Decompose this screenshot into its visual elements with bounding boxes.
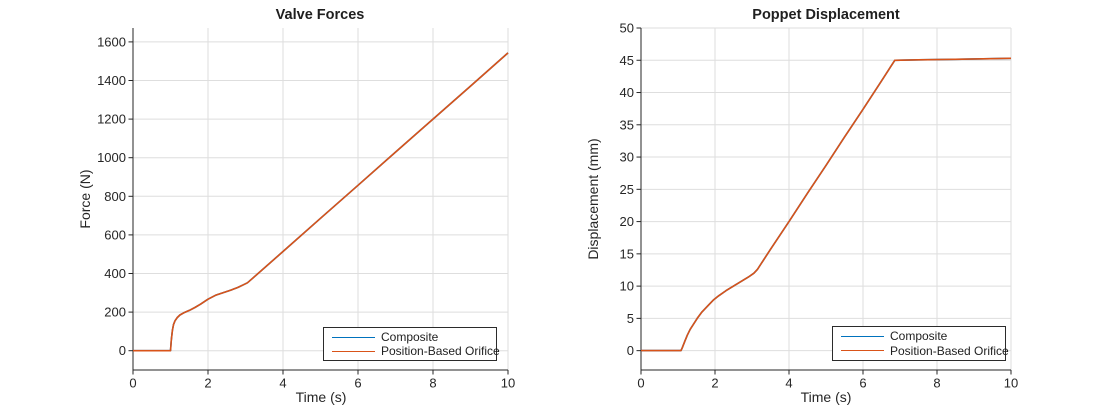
legend-left: Composite Position-Based Orifice: [323, 327, 500, 361]
y-tick-label: 1400: [97, 73, 126, 88]
chart-title-valve-forces: Valve Forces: [275, 7, 365, 23]
legend-label: Composite: [381, 330, 439, 344]
y-tick-label: 10: [620, 279, 634, 294]
poppet-displacement-plot-area: 0 2 4 6 8 10 0 5 10 15 20 25 30 35 40 45 50: [620, 21, 1019, 391]
series-line-position-based-orifice: [641, 57, 1012, 352]
y-tick-label: 25: [620, 182, 634, 197]
y-tick-label: 400: [104, 266, 126, 281]
x-axis-label-right: Time (s): [800, 389, 852, 405]
x-tick-label: 2: [204, 376, 211, 391]
x-tick-label: 6: [354, 376, 361, 391]
x-tick-label: 4: [785, 376, 792, 391]
y-tick-label: 0: [627, 343, 634, 358]
legend-label: Position-Based Orifice: [890, 343, 1009, 358]
y-tick-label: 200: [104, 305, 126, 320]
y-tick-label: 5: [627, 311, 634, 326]
legend-item-composite: Composite: [841, 329, 999, 344]
y-tick-label: 20: [620, 214, 634, 229]
y-tick-label: 600: [104, 227, 126, 242]
y-tick-label: 30: [620, 150, 634, 165]
series-line-position-based-orifice: [133, 52, 509, 352]
y-tick-label: 0: [119, 343, 126, 358]
x-tick-label: 8: [933, 376, 940, 391]
y-tick-label: 1200: [97, 112, 126, 127]
legend-item-composite: Composite: [332, 330, 490, 344]
legend-right: Composite Position-Based Orifice: [832, 326, 1009, 361]
y-tick-label: 800: [104, 189, 126, 204]
y-axis-label-left: Force (N): [77, 169, 93, 229]
x-axis-label-left: Time (s): [295, 389, 347, 405]
x-tick-label: 0: [129, 376, 136, 391]
legend-item-position-based-orifice: Position-Based Orifice: [332, 344, 500, 358]
valve-forces-plot-area: 0 2 4 6 8 10 0 200 400 600 800 1000 1200 1400 1600: [97, 28, 515, 391]
y-tick-label: 15: [620, 246, 634, 261]
series-line-composite: [133, 52, 509, 352]
position-based-orifice-line-sample: [841, 350, 884, 352]
series-line-composite: [641, 57, 1012, 352]
x-tick-label: 2: [711, 376, 718, 391]
y-tick-label: 40: [620, 85, 634, 100]
y-axis-label-right: Displacement (mm): [585, 138, 601, 260]
x-tick-label: 6: [859, 376, 866, 391]
chart-title-poppet-displacement: Poppet Displacement: [752, 7, 900, 23]
y-tick-label: 35: [620, 117, 634, 132]
composite-line-sample: [332, 336, 375, 338]
y-tick-label: 1600: [97, 34, 126, 49]
y-tick-label: 45: [620, 53, 634, 68]
x-tick-label: 10: [1004, 376, 1018, 391]
y-tick-label: 50: [620, 21, 634, 36]
x-tick-label: 8: [429, 376, 436, 391]
x-tick-label: 0: [637, 376, 644, 391]
legend-label: Composite: [890, 329, 948, 344]
composite-line-sample: [841, 335, 884, 337]
y-tick-label: 1000: [97, 150, 126, 165]
x-tick-label: 10: [501, 376, 515, 391]
x-tick-label: 4: [279, 376, 286, 391]
legend-item-position-based-orifice: Position-Based Orifice: [841, 344, 1009, 359]
legend-label: Position-Based Orifice: [381, 344, 500, 358]
position-based-orifice-line-sample: [332, 350, 375, 352]
